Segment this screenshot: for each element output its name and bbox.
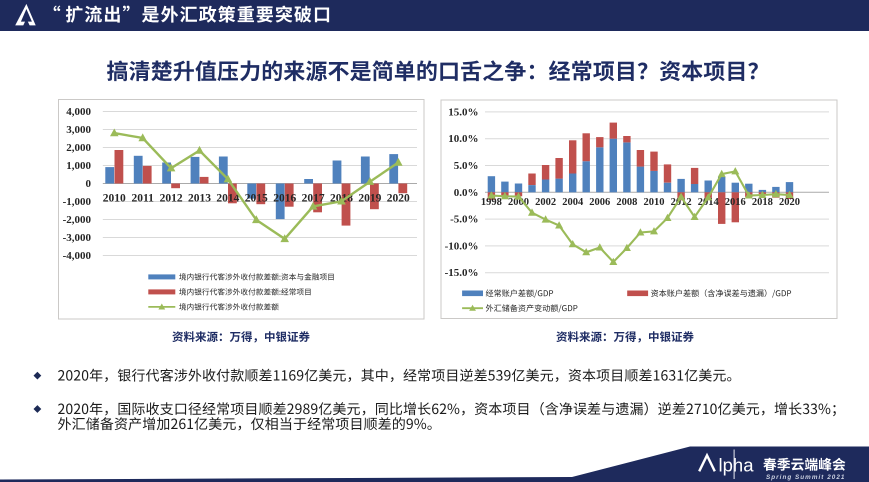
svg-text:2017: 2017 <box>302 193 325 205</box>
svg-text:2008: 2008 <box>616 197 637 208</box>
svg-text:2019: 2019 <box>358 193 381 205</box>
svg-text:5.0%: 5.0% <box>454 160 479 172</box>
svg-text:1998: 1998 <box>481 197 502 208</box>
svg-text:2014: 2014 <box>698 197 720 208</box>
svg-text:Spring Summit 2021: Spring Summit 2021 <box>766 474 845 481</box>
svg-text:2006: 2006 <box>589 197 610 208</box>
svg-text:-15.0%: -15.0% <box>445 267 479 279</box>
svg-text:2010: 2010 <box>644 197 665 208</box>
svg-text:2015: 2015 <box>245 193 268 205</box>
svg-text:2012: 2012 <box>160 193 183 205</box>
svg-text:-4,000: -4,000 <box>63 250 92 262</box>
svg-text:-2,000: -2,000 <box>63 214 92 226</box>
svg-text:-1,000: -1,000 <box>63 196 92 208</box>
svg-text:-10.0%: -10.0% <box>445 240 479 252</box>
svg-text:2018: 2018 <box>752 197 773 208</box>
svg-text:15.0%: 15.0% <box>448 106 478 118</box>
svg-text:2004: 2004 <box>562 197 584 208</box>
svg-text:2014: 2014 <box>216 193 239 205</box>
svg-text:2011: 2011 <box>132 193 155 205</box>
svg-text:4,000: 4,000 <box>66 106 91 118</box>
svg-text:2010: 2010 <box>103 193 126 205</box>
svg-text:-5.0%: -5.0% <box>450 214 478 226</box>
svg-text:0.0%: 0.0% <box>454 187 479 199</box>
svg-text:2,000: 2,000 <box>66 142 91 154</box>
svg-text:2016: 2016 <box>273 193 296 205</box>
svg-text:-3,000: -3,000 <box>63 232 92 244</box>
svg-text:2012: 2012 <box>671 197 692 208</box>
svg-text:2002: 2002 <box>535 197 556 208</box>
svg-text:2020: 2020 <box>387 193 410 205</box>
svg-text:0: 0 <box>86 178 92 190</box>
svg-text:2000: 2000 <box>508 197 529 208</box>
svg-text:lpha: lpha <box>719 454 755 475</box>
svg-text:10.0%: 10.0% <box>448 133 478 145</box>
svg-text:3,000: 3,000 <box>66 124 91 136</box>
svg-text:2013: 2013 <box>188 193 211 205</box>
svg-text:2020: 2020 <box>779 197 800 208</box>
svg-text:1,000: 1,000 <box>66 160 91 172</box>
svg-text:2016: 2016 <box>725 197 746 208</box>
